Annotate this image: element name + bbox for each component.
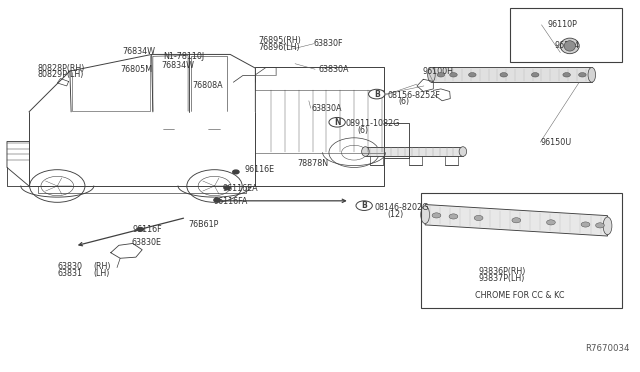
Text: 63830A: 63830A bbox=[319, 65, 349, 74]
Circle shape bbox=[531, 73, 539, 77]
Ellipse shape bbox=[603, 217, 612, 235]
Circle shape bbox=[449, 214, 458, 219]
Circle shape bbox=[329, 118, 346, 127]
Text: 63830E: 63830E bbox=[131, 238, 161, 247]
Text: B: B bbox=[374, 90, 380, 99]
Circle shape bbox=[579, 73, 586, 77]
Text: (6): (6) bbox=[399, 97, 410, 106]
Text: B: B bbox=[362, 201, 367, 210]
Text: 80829P(LH): 80829P(LH) bbox=[37, 70, 84, 78]
Text: 93836P(RH): 93836P(RH) bbox=[479, 267, 526, 276]
Circle shape bbox=[468, 73, 476, 77]
Polygon shape bbox=[431, 67, 592, 82]
Text: 76896(LH): 76896(LH) bbox=[259, 43, 300, 52]
Text: 96114: 96114 bbox=[554, 41, 579, 50]
Circle shape bbox=[450, 73, 457, 77]
Ellipse shape bbox=[420, 206, 429, 224]
Text: 76895(RH): 76895(RH) bbox=[259, 36, 301, 45]
Text: 96116E: 96116E bbox=[244, 165, 275, 174]
Text: 63830A: 63830A bbox=[312, 104, 342, 113]
Ellipse shape bbox=[362, 147, 369, 156]
Text: (RH): (RH) bbox=[93, 262, 111, 271]
Text: 76808A: 76808A bbox=[193, 81, 223, 90]
Circle shape bbox=[356, 201, 372, 211]
Ellipse shape bbox=[561, 38, 579, 54]
Ellipse shape bbox=[428, 67, 435, 82]
Text: 96116F: 96116F bbox=[132, 225, 163, 234]
Text: N: N bbox=[334, 118, 340, 127]
Circle shape bbox=[233, 170, 239, 174]
Text: CHROME FOR CC & KC: CHROME FOR CC & KC bbox=[476, 291, 565, 300]
Text: N1-78110J: N1-78110J bbox=[163, 52, 204, 61]
Circle shape bbox=[563, 73, 570, 77]
Circle shape bbox=[500, 73, 508, 77]
Text: 96110P: 96110P bbox=[548, 20, 578, 29]
Bar bbox=[365, 147, 463, 156]
Ellipse shape bbox=[588, 67, 596, 82]
Circle shape bbox=[474, 215, 483, 221]
Text: 08146-8202G: 08146-8202G bbox=[375, 203, 429, 212]
Text: 63831: 63831 bbox=[58, 269, 83, 278]
Text: 80828P(RH): 80828P(RH) bbox=[37, 64, 84, 73]
Text: (LH): (LH) bbox=[93, 269, 109, 278]
Polygon shape bbox=[425, 205, 607, 236]
Bar bbox=[510, 8, 622, 62]
Text: 96100H: 96100H bbox=[422, 67, 453, 76]
Text: 76805M: 76805M bbox=[120, 65, 152, 74]
Circle shape bbox=[547, 220, 556, 225]
Text: 63830F: 63830F bbox=[314, 39, 343, 48]
Circle shape bbox=[137, 228, 143, 231]
Text: 96116FA: 96116FA bbox=[213, 197, 248, 206]
Text: R7670034: R7670034 bbox=[586, 344, 630, 353]
Circle shape bbox=[512, 218, 521, 223]
Circle shape bbox=[581, 222, 590, 227]
Text: 63830: 63830 bbox=[58, 262, 83, 271]
Text: 76834W: 76834W bbox=[161, 61, 194, 70]
Text: (6): (6) bbox=[358, 126, 369, 135]
Ellipse shape bbox=[459, 147, 467, 156]
Text: 08156-8252F: 08156-8252F bbox=[387, 91, 440, 100]
Circle shape bbox=[369, 89, 385, 99]
Text: 76834W: 76834W bbox=[122, 47, 155, 56]
Circle shape bbox=[596, 223, 604, 228]
Text: 08911-1082G: 08911-1082G bbox=[346, 119, 399, 128]
Text: 96116EA: 96116EA bbox=[222, 185, 258, 193]
Circle shape bbox=[437, 73, 445, 77]
Text: 93837P(LH): 93837P(LH) bbox=[479, 274, 525, 283]
Circle shape bbox=[214, 198, 220, 202]
Bar bbox=[420, 193, 622, 308]
Ellipse shape bbox=[564, 41, 575, 51]
Circle shape bbox=[432, 213, 441, 218]
Text: 76B61P: 76B61P bbox=[188, 220, 218, 229]
Text: (12): (12) bbox=[387, 210, 404, 219]
Circle shape bbox=[224, 186, 230, 190]
Text: 78878N: 78878N bbox=[298, 158, 328, 167]
Text: 96150U: 96150U bbox=[540, 138, 572, 147]
